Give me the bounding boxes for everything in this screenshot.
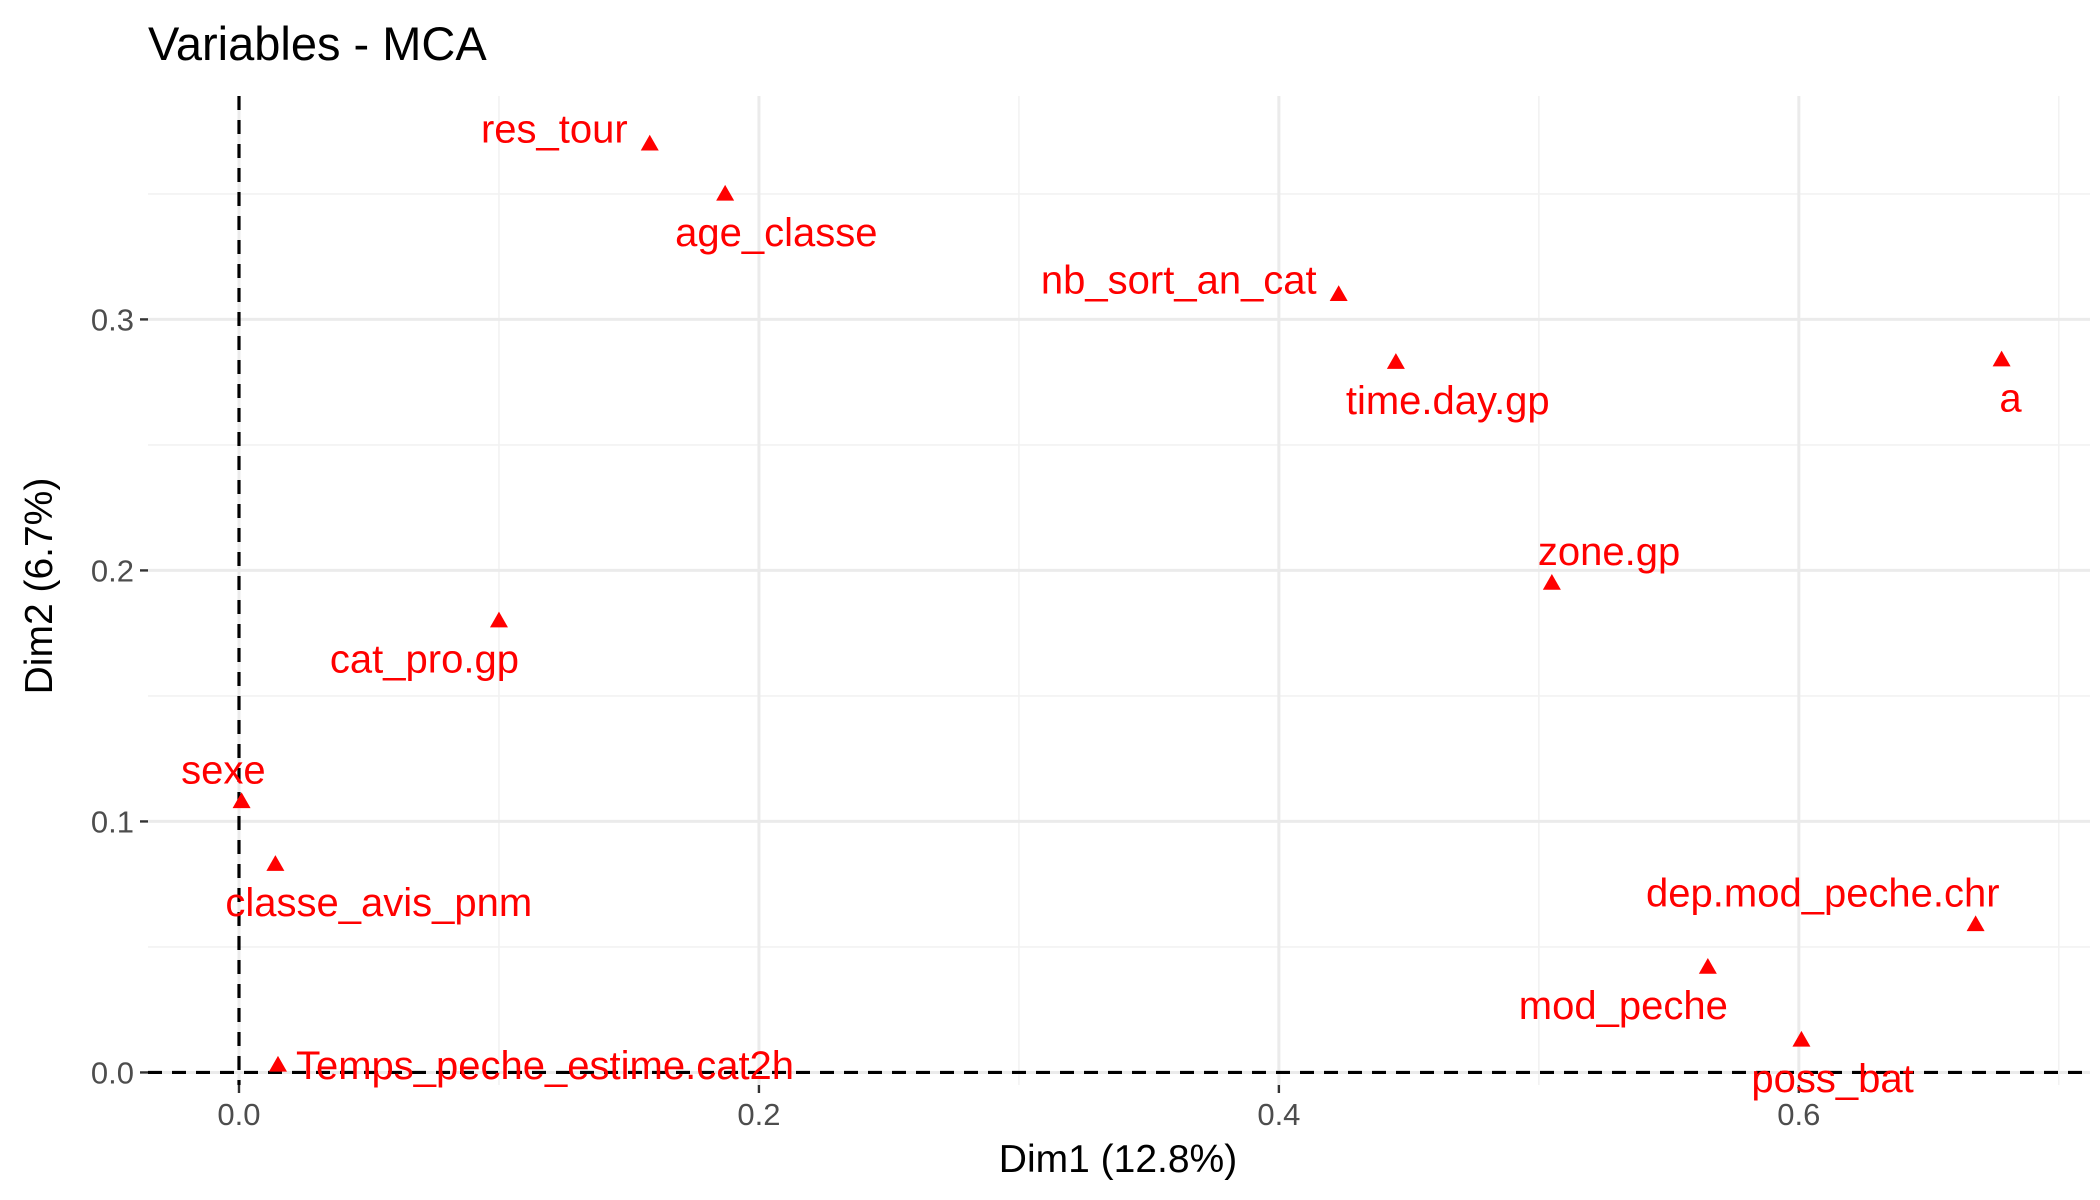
x-axis-label: Dim1 (12.8%) xyxy=(999,1138,1237,1181)
point-label: res_tour xyxy=(481,108,628,152)
x-tick-label: 0.6 xyxy=(1777,1097,1820,1132)
point-label: mod_peche xyxy=(1519,984,1728,1028)
x-tick-label: 0.0 xyxy=(217,1097,260,1132)
data-points: res_tour age_classe nb_sort_an_cat time.day… xyxy=(181,108,2022,1101)
point-marker xyxy=(716,184,735,201)
point-marker xyxy=(640,134,659,151)
grid xyxy=(148,96,2090,1085)
point-label: poss_bat xyxy=(1751,1057,1913,1101)
axis-ticks: 0.0 0.2 0.4 0.6 0.0 0.1 0.2 0.3 xyxy=(91,302,1820,1132)
point-marker xyxy=(266,855,285,871)
point-label: nb_sort_an_cat xyxy=(1041,258,1317,302)
point-marker xyxy=(1792,1030,1811,1047)
point-label: time.day.gp xyxy=(1346,379,1550,423)
point-marker xyxy=(1992,350,2011,367)
reference-lines xyxy=(148,96,2090,1085)
point-marker xyxy=(268,1055,287,1072)
y-tick-label: 0.2 xyxy=(91,553,134,588)
point-label: classe_avis_pnm xyxy=(225,881,532,925)
point-label: cat_pro.gp xyxy=(330,638,519,682)
y-axis-label: Dim2 (6.7%) xyxy=(18,478,61,695)
y-tick-label: 0.0 xyxy=(91,1055,134,1090)
x-tick-label: 0.4 xyxy=(1257,1097,1300,1132)
point-marker xyxy=(1542,573,1561,590)
point-marker xyxy=(1329,285,1348,302)
point-label: dep.mod_peche.chr xyxy=(1646,871,2000,915)
x-tick-label: 0.2 xyxy=(737,1097,780,1132)
chart-title: Variables - MCA xyxy=(148,17,487,70)
y-tick-label: 0.3 xyxy=(91,302,134,337)
point-label: sexe xyxy=(181,748,266,792)
point-label: Temps_peche_estime.cat2h xyxy=(296,1044,794,1088)
point-marker xyxy=(232,792,251,809)
point-label: a xyxy=(1999,377,2022,421)
point-marker xyxy=(1966,915,1985,932)
point-label: age_classe xyxy=(675,211,877,255)
point-marker xyxy=(489,611,508,628)
point-marker xyxy=(1386,353,1405,369)
y-tick-label: 0.1 xyxy=(91,804,134,839)
point-marker xyxy=(1698,958,1717,974)
point-label: zone.gp xyxy=(1538,530,1680,574)
